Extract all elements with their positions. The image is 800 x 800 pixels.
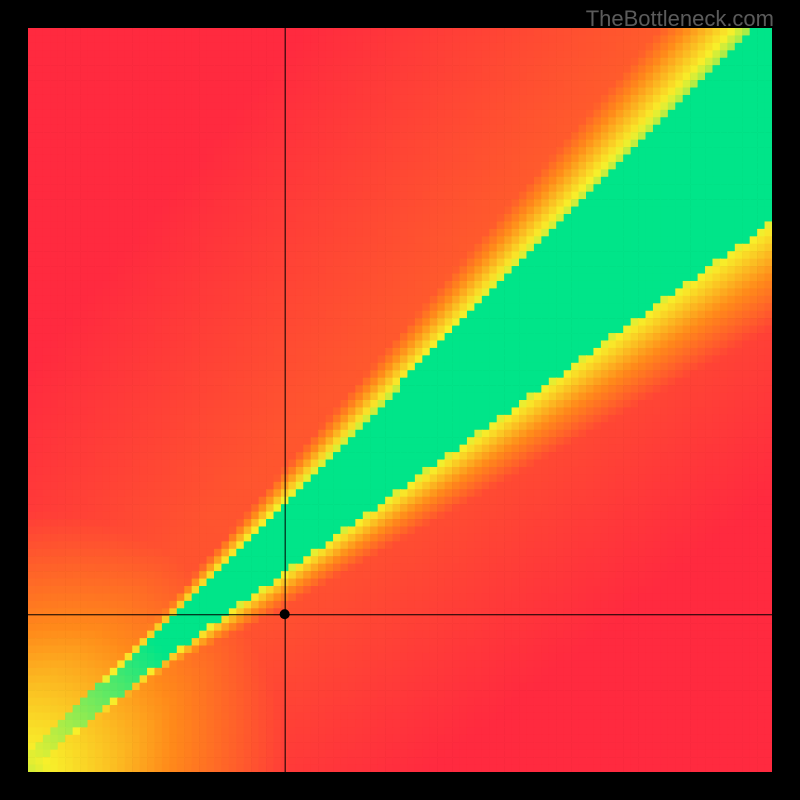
- chart-outer-frame: [0, 0, 800, 800]
- bottleneck-heatmap: [28, 28, 772, 772]
- watermark-text: TheBottleneck.com: [586, 6, 774, 32]
